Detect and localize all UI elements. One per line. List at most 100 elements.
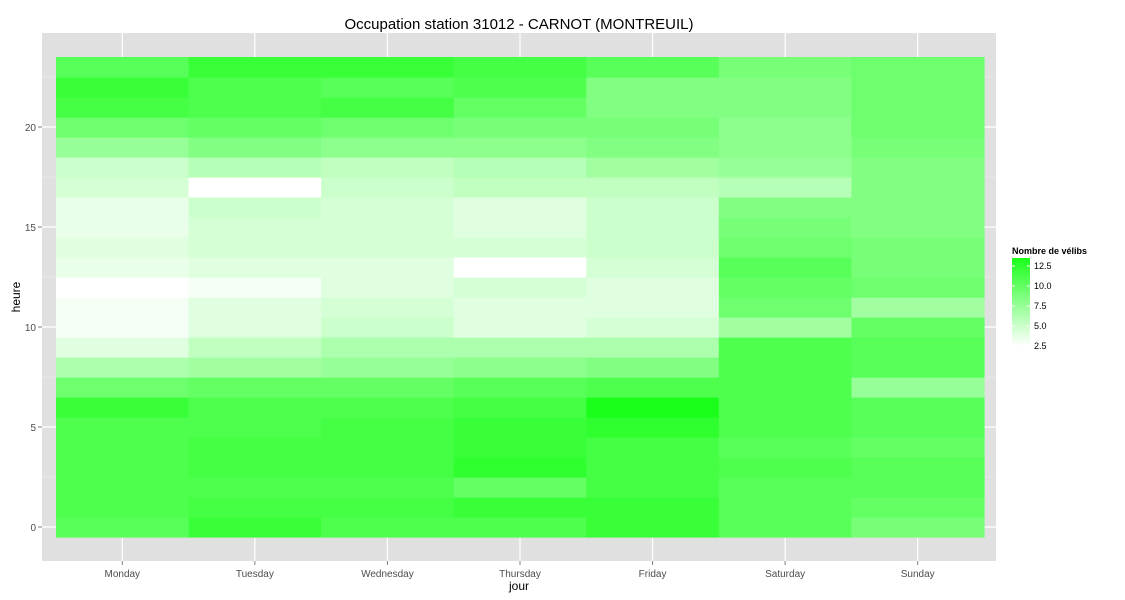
heatmap-cell — [188, 357, 322, 378]
heatmap-cell — [586, 77, 720, 98]
heatmap-cell — [321, 157, 455, 178]
heatmap-cell — [188, 517, 322, 538]
heatmap-cell — [56, 297, 190, 318]
legend-title: Nombre de vélibs — [1012, 246, 1087, 256]
heatmap-cell — [586, 277, 720, 298]
legend-color-bar — [1012, 258, 1030, 346]
heatmap-cell — [586, 157, 720, 178]
heatmap-cell — [453, 237, 587, 258]
heatmap-cell — [56, 77, 190, 98]
heatmap-cell — [586, 337, 720, 358]
heatmap-cell — [453, 177, 587, 198]
heatmap-cell — [851, 437, 985, 458]
heatmap-cell — [321, 217, 455, 238]
heatmap-cell — [321, 457, 455, 478]
heatmap-cell — [188, 317, 322, 338]
heatmap-cell — [586, 357, 720, 378]
heatmap-cell — [586, 377, 720, 398]
heatmap-cell — [453, 457, 587, 478]
heatmap-cell — [56, 177, 190, 198]
x-tick-label: Saturday — [765, 569, 805, 580]
heatmap-cell — [321, 297, 455, 318]
heatmap-cell — [718, 257, 853, 278]
heatmap-cells — [56, 57, 985, 538]
heatmap-cell — [453, 397, 587, 418]
heatmap-cell — [586, 317, 720, 338]
heatmap-cell — [851, 457, 985, 478]
heatmap-cell — [188, 57, 322, 78]
heatmap-cell — [851, 117, 985, 138]
x-tick-label: Sunday — [901, 569, 935, 580]
heatmap-cell — [188, 137, 322, 158]
heatmap-cell — [851, 197, 985, 218]
heatmap-cell — [453, 117, 587, 138]
heatmap-cell — [321, 437, 455, 458]
heatmap-cell — [453, 277, 587, 298]
heatmap-cell — [851, 257, 985, 278]
heatmap-cell — [586, 237, 720, 258]
heatmap-cell — [453, 357, 587, 378]
heatmap-cell — [56, 477, 190, 498]
heatmap-cell — [851, 177, 985, 198]
legend-tick-label: 12.5 — [1034, 261, 1052, 271]
heatmap-cell — [586, 57, 720, 78]
heatmap-cell — [453, 57, 587, 78]
heatmap-cell — [321, 337, 455, 358]
heatmap-cell — [453, 97, 587, 118]
heatmap-cell — [851, 317, 985, 338]
heatmap-cell — [188, 477, 322, 498]
heatmap-cell — [851, 357, 985, 378]
heatmap-cell — [188, 397, 322, 418]
heatmap-cell — [453, 297, 587, 318]
heatmap-cell — [321, 257, 455, 278]
heatmap-cell — [586, 297, 720, 318]
heatmap-cell — [718, 337, 853, 358]
y-axis: 0 5 10 15 20 — [25, 123, 42, 534]
heatmap-cell — [718, 397, 853, 418]
heatmap-cell — [188, 497, 322, 518]
heatmap-cell — [718, 217, 853, 238]
heatmap-cell — [321, 517, 455, 538]
heatmap-cell — [56, 157, 190, 178]
heatmap-cell — [321, 197, 455, 218]
heatmap-cell — [321, 77, 455, 98]
heatmap-cell — [851, 377, 985, 398]
heatmap-cell — [718, 437, 853, 458]
heatmap-cell — [188, 97, 322, 118]
heatmap-cell — [453, 377, 587, 398]
x-tick-label: Thursday — [499, 569, 541, 580]
heatmap-cell — [321, 117, 455, 138]
y-axis-title: heure — [9, 281, 23, 312]
heatmap-cell — [718, 57, 853, 78]
heatmap-cell — [453, 137, 587, 158]
heatmap-cell — [718, 237, 853, 258]
heatmap-cell — [851, 477, 985, 498]
heatmap-cell — [56, 437, 190, 458]
heatmap-cell — [56, 257, 190, 278]
heatmap-cell — [718, 197, 853, 218]
heatmap-cell — [56, 417, 190, 438]
heatmap-cell — [321, 497, 455, 518]
heatmap-cell — [586, 177, 720, 198]
heatmap-cell — [188, 197, 322, 218]
heatmap-cell — [56, 317, 190, 338]
heatmap-cell — [586, 137, 720, 158]
heatmap-cell — [851, 237, 985, 258]
heatmap-cell — [56, 277, 190, 298]
heatmap-cell — [321, 377, 455, 398]
heatmap-cell — [718, 417, 853, 438]
heatmap-cell — [718, 177, 853, 198]
heatmap-cell — [56, 237, 190, 258]
heatmap-cell — [56, 97, 190, 118]
heatmap-cell — [188, 277, 322, 298]
heatmap-cell — [718, 157, 853, 178]
heatmap-cell — [718, 117, 853, 138]
heatmap-cell — [718, 457, 853, 478]
heatmap-cell — [851, 397, 985, 418]
heatmap-cell — [188, 377, 322, 398]
color-legend: Nombre de vélibs 2.5 5.0 7.5 10.0 12.5 — [1012, 246, 1087, 351]
heatmap-cell — [188, 77, 322, 98]
heatmap-cell — [586, 437, 720, 458]
heatmap-cell — [586, 517, 720, 538]
